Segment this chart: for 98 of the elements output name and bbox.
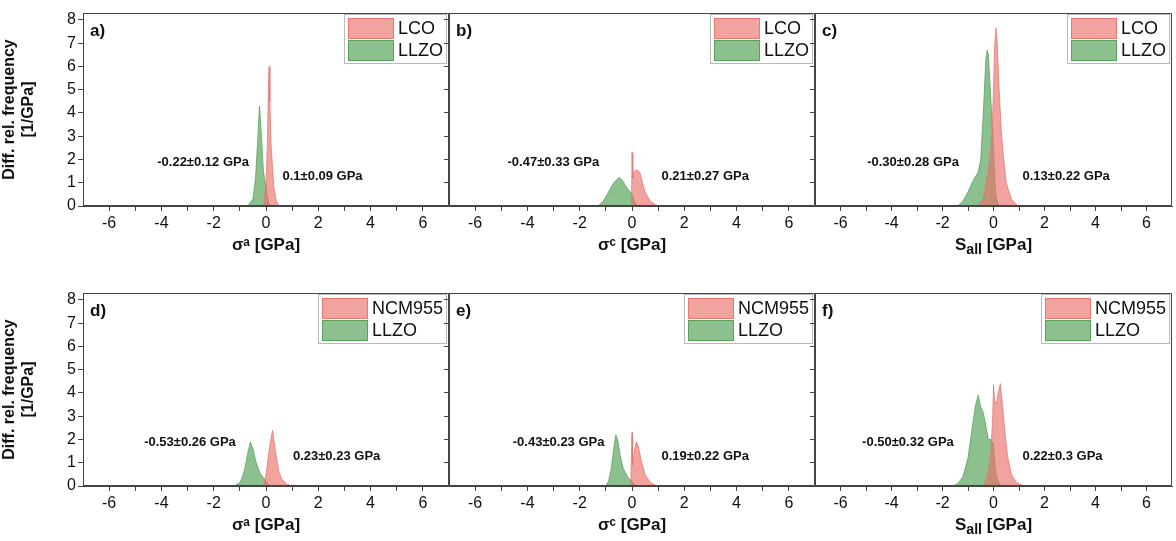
text: b) (456, 21, 473, 41)
annotation: 0.19±0.22 GPa (661, 447, 750, 463)
x-tick-label: 2 (1040, 214, 1050, 232)
x-tick-label: 6 (784, 214, 794, 232)
x-tick-label: 0 (989, 494, 999, 512)
x-tick-label: 0 (627, 494, 637, 512)
x-axis-title: S$_{all}$ [GPa] (954, 515, 1033, 538)
annotation: 0.21±0.27 GPa (661, 167, 750, 183)
text: f) (822, 301, 834, 321)
x-tick-label: 4 (366, 494, 376, 512)
x-axis-title: σᵃ [GPa] (231, 235, 301, 255)
x-tick-label: 4 (1091, 214, 1101, 232)
x-tick-label: -4 (154, 494, 169, 512)
x-axis-title: σᶜ [GPa] (597, 515, 667, 535)
y-axis-title: Diff. rel. frequency [1/GPa] (0, 39, 37, 180)
x-axis-title: S$_{all}$ [GPa] (954, 235, 1033, 258)
x-tick-label: 0 (989, 214, 999, 232)
x-tick-label: 4 (1091, 494, 1101, 512)
y-tick-label: 4 (67, 103, 77, 121)
x-axis-title: σᵃ [GPa] (231, 515, 301, 535)
annotation: 0.22±0.3 GPa (1022, 447, 1104, 463)
x-tick-label: -4 (520, 494, 535, 512)
y-tick-label: 8 (67, 10, 77, 28)
y-tick-label: 3 (67, 126, 77, 144)
y-tick-label: 7 (67, 313, 77, 331)
x-tick-label: 6 (1142, 214, 1152, 232)
annotation: 0.1±0.09 GPa (282, 167, 364, 183)
y-tick-label: 6 (67, 56, 77, 74)
x-tick-label: -2 (206, 214, 221, 232)
x-tick-label: 6 (418, 494, 428, 512)
x-tick-label: 6 (784, 494, 794, 512)
x-axis-title: σᶜ [GPa] (597, 235, 667, 255)
x-tick-label: 6 (418, 214, 428, 232)
y-tick-label: 0 (67, 196, 77, 214)
annotation: 0.13±0.22 GPa (1022, 167, 1111, 183)
x-tick-label: 0 (627, 214, 637, 232)
x-tick-label: 4 (366, 214, 376, 232)
x-tick-label: -4 (884, 494, 899, 512)
x-tick-label: 2 (313, 214, 323, 232)
x-tick-label: -6 (468, 214, 483, 232)
legend-label: LLZO (1120, 39, 1166, 61)
annotation: -0.53±0.26 GPa (144, 433, 237, 449)
y-tick-label: 8 (67, 290, 77, 308)
annotation: -0.30±0.28 GPa (867, 153, 960, 169)
x-tick-label: 0 (261, 494, 271, 512)
y-tick-label: 6 (67, 336, 77, 354)
annotation: 0.23±0.23 GPa (292, 447, 382, 463)
text: c) (822, 21, 838, 41)
x-tick-label: 4 (732, 494, 742, 512)
legend-label: LLZO (371, 319, 417, 341)
x-tick-label: 2 (313, 494, 323, 512)
legend-label: LLZO (763, 39, 809, 61)
legend-label: NCM955 (371, 297, 443, 319)
y-tick-label: 7 (67, 33, 77, 51)
legend-label: NCM955 (737, 297, 809, 319)
y-tick-label: 3 (67, 406, 77, 424)
x-tick-label: 2 (679, 494, 689, 512)
x-tick-label: -4 (520, 214, 535, 232)
x-tick-label: -6 (833, 494, 848, 512)
x-tick-label: -6 (102, 494, 117, 512)
legend-label: LCO (1120, 17, 1158, 39)
x-tick-label: 2 (1040, 494, 1050, 512)
y-tick-label: 0 (67, 476, 77, 494)
x-tick-label: -2 (572, 494, 587, 512)
y-tick-label: 1 (67, 453, 77, 471)
x-tick-label: 2 (679, 214, 689, 232)
legend-label: LCO (397, 17, 435, 39)
legend-label: LLZO (397, 39, 443, 61)
x-tick-label: -6 (102, 214, 117, 232)
x-tick-label: -4 (884, 214, 899, 232)
x-tick-label: -2 (935, 494, 950, 512)
x-tick-label: -2 (206, 494, 221, 512)
x-tick-label: -6 (833, 214, 848, 232)
x-tick-label: 0 (261, 214, 271, 232)
y-tick-label: 5 (67, 80, 77, 98)
y-axis-title: Diff. rel. frequency [1/GPa] (0, 319, 37, 460)
text: d) (90, 301, 107, 321)
annotation: -0.47±0.33 GPa (507, 153, 600, 169)
y-tick-label: 1 (67, 173, 77, 191)
annotation: -0.43±0.23 GPa (512, 433, 606, 449)
y-tick-label: 2 (67, 149, 77, 167)
annotation: -0.50±0.32 GPa (862, 433, 955, 449)
legend-label: LLZO (737, 319, 783, 341)
x-tick-label: -2 (935, 214, 950, 232)
y-tick-label: 5 (67, 360, 77, 378)
legend-label: NCM955 (1094, 297, 1166, 319)
x-tick-label: -2 (572, 214, 587, 232)
legend-label: LCO (763, 17, 801, 39)
y-tick-label: 2 (67, 429, 77, 447)
x-tick-label: 4 (732, 214, 742, 232)
legend-label: LLZO (1094, 319, 1140, 341)
x-tick-label: -4 (154, 214, 169, 232)
y-tick-label: 4 (67, 383, 77, 401)
x-tick-label: -6 (468, 494, 483, 512)
annotation: -0.22±0.12 GPa (157, 153, 250, 169)
text: e) (456, 301, 472, 321)
text: a) (90, 21, 106, 41)
x-tick-label: 6 (1142, 494, 1152, 512)
